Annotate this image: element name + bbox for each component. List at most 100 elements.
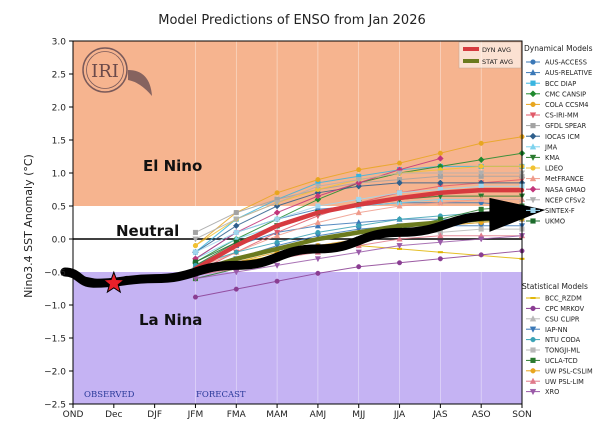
data-point bbox=[437, 239, 444, 246]
legend-label: NCEP CFSv2 bbox=[545, 196, 585, 204]
data-point bbox=[397, 216, 403, 222]
legend-marker bbox=[529, 185, 537, 193]
x-tick-label: DJF bbox=[147, 410, 162, 420]
legend-label: GFDL SPEAR bbox=[545, 122, 587, 130]
iri-logo: IRI bbox=[82, 47, 152, 96]
legend-label: JMA bbox=[544, 143, 558, 151]
legend-label: CSU CLIPR bbox=[545, 315, 580, 323]
legend-item: BCC DIAP bbox=[526, 80, 576, 88]
y-tick-label: −2.0 bbox=[44, 368, 66, 378]
data-point bbox=[274, 278, 280, 284]
x-tick-label: JFM bbox=[187, 410, 204, 420]
legend-label: COLA CCSM4 bbox=[545, 101, 589, 109]
y-tick-label: −1.5 bbox=[44, 335, 66, 345]
el-nino-label: El Nino bbox=[143, 157, 202, 175]
trend-arrow-shaft bbox=[60, 211, 498, 288]
data-point bbox=[192, 229, 198, 235]
legend-marker bbox=[529, 377, 537, 384]
data-point bbox=[355, 182, 363, 190]
legend-label: IAP-NN bbox=[545, 326, 568, 334]
data-point bbox=[478, 183, 484, 189]
legend-label: UKMO bbox=[545, 218, 565, 226]
data-point bbox=[315, 177, 321, 183]
observed-label: OBSERVED bbox=[84, 390, 135, 400]
data-point bbox=[192, 249, 198, 255]
data-point bbox=[314, 219, 321, 226]
legend-item: IAP-NN bbox=[526, 326, 568, 334]
legend-item: MetFRANCE bbox=[526, 175, 584, 183]
legend-item: UW PSL-CSLIM bbox=[526, 367, 593, 375]
legend-item: NASA GMAO bbox=[526, 185, 586, 194]
legend-marker bbox=[529, 197, 537, 204]
y-tick-label: 0.0 bbox=[52, 236, 67, 246]
statistical-legend-title: Statistical Models bbox=[522, 282, 588, 291]
x-tick-label: MAM bbox=[266, 410, 288, 420]
data-point bbox=[478, 236, 485, 243]
dynamical-legend: Dynamical Models AUS-ACCESS AUS-RELATIVE B… bbox=[524, 44, 593, 226]
legend-item: COLA CCSM4 bbox=[526, 101, 589, 109]
legend-marker bbox=[529, 143, 537, 150]
legend-item: LDEO bbox=[526, 165, 563, 173]
legend-item: AUS-RELATIVE bbox=[526, 69, 592, 77]
y-tick-label: −2.5 bbox=[44, 401, 66, 411]
data-point bbox=[478, 163, 484, 169]
stat-avg-legend-label: STAT AVG bbox=[482, 58, 513, 66]
series-ncep-cfsv2 bbox=[192, 170, 526, 243]
legend-item: CPC MRKOV bbox=[526, 305, 585, 313]
legend-item: CS-IRI-MM bbox=[526, 112, 579, 120]
legend-marker bbox=[530, 357, 536, 364]
y-tick-label: 0.5 bbox=[52, 203, 66, 213]
average-legend: DYN AVG STAT AVG bbox=[458, 41, 522, 69]
legend-marker bbox=[530, 101, 536, 108]
data-point bbox=[478, 170, 485, 177]
data-point bbox=[314, 192, 322, 200]
x-tick-label: Dec bbox=[105, 410, 122, 420]
data-point bbox=[274, 262, 281, 269]
legend-marker bbox=[530, 297, 536, 300]
series-cpc-mrkov bbox=[192, 248, 525, 300]
legend-marker bbox=[529, 90, 537, 98]
y-tick-label: −1.0 bbox=[44, 302, 66, 312]
data-point bbox=[478, 226, 484, 232]
legend-marker bbox=[530, 337, 536, 343]
x-tick-label: MJJ bbox=[352, 410, 365, 420]
x-tick-label: AMJ bbox=[310, 410, 327, 420]
data-point bbox=[396, 170, 403, 177]
legend-item: KMA bbox=[526, 154, 560, 162]
data-point bbox=[437, 199, 444, 206]
data-point bbox=[314, 183, 321, 190]
data-point bbox=[478, 140, 484, 146]
neutral-label: Neutral bbox=[116, 222, 179, 240]
legend-marker bbox=[530, 122, 536, 129]
legend-item: XRO bbox=[526, 388, 559, 396]
forecast-label: FORECAST bbox=[196, 390, 246, 400]
data-point bbox=[356, 196, 362, 202]
legend-label: LDEO bbox=[545, 165, 563, 173]
legend-marker bbox=[530, 305, 536, 312]
legend-item: CSU CLIPR bbox=[526, 315, 580, 323]
x-tick-label: JAS bbox=[432, 410, 448, 420]
legend-label: AUS-RELATIVE bbox=[545, 69, 592, 77]
data-point bbox=[397, 190, 403, 196]
legend-marker bbox=[530, 207, 536, 214]
chart-title: Model Predictions of ENSO from Jan 2026 bbox=[158, 13, 426, 28]
average-legend-box bbox=[458, 41, 522, 69]
data-point bbox=[233, 249, 239, 255]
data-point bbox=[314, 196, 322, 203]
legend-label: UCLA-TCD bbox=[545, 357, 578, 365]
legend-label: IOCAS ICM bbox=[545, 133, 580, 141]
legend-label: BCC DIAP bbox=[545, 80, 576, 88]
data-point bbox=[314, 256, 321, 263]
legend-label: TONGJI-ML bbox=[544, 347, 580, 355]
legend-marker bbox=[529, 132, 537, 140]
data-point bbox=[437, 256, 443, 262]
data-point bbox=[192, 236, 199, 243]
data-point bbox=[478, 252, 484, 258]
x-tick-label: JJA bbox=[393, 410, 406, 420]
legend-marker bbox=[530, 165, 536, 171]
legend-item: NCEP CFSv2 bbox=[526, 196, 585, 204]
data-point bbox=[355, 249, 362, 256]
data-point bbox=[397, 160, 403, 166]
trend-arrow-head bbox=[489, 197, 546, 232]
logo-ring-inner bbox=[86, 51, 124, 89]
